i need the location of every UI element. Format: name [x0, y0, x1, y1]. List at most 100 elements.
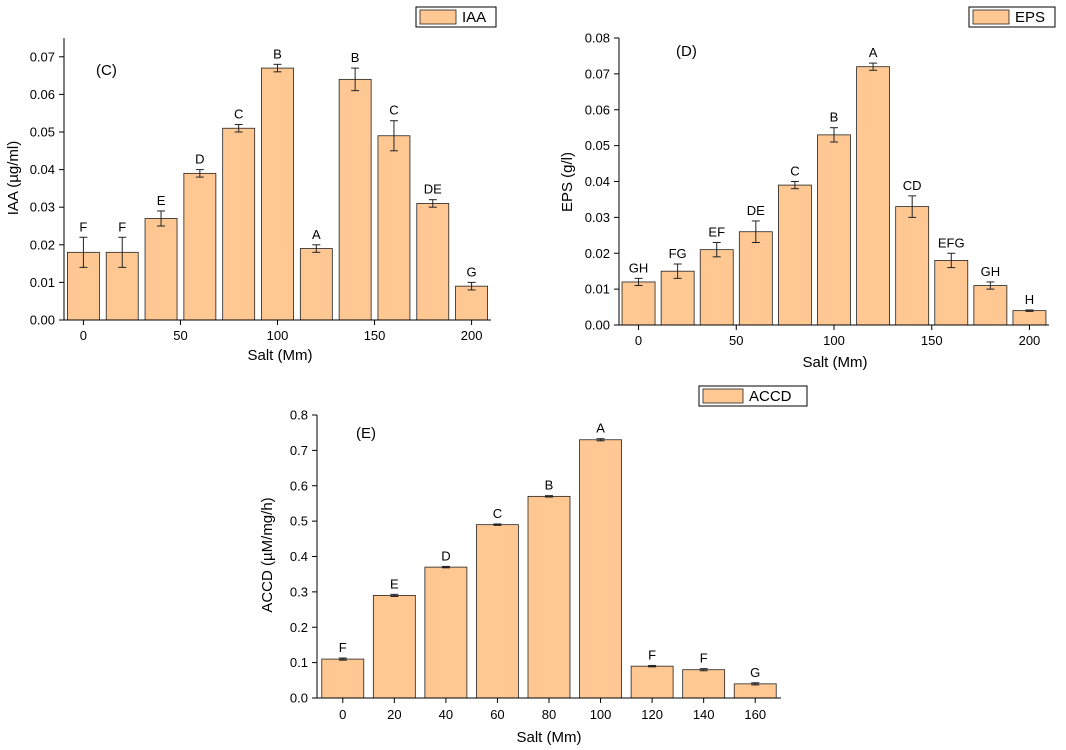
eps-x-axis: 0 50 100 150 200 [619, 324, 1049, 348]
accd-x-tick-label: 40 [439, 707, 453, 722]
iaa-x-tick-label: 200 [461, 328, 483, 343]
eps-legend-label: EPS [1015, 9, 1045, 26]
iaa-x-tick-label: 0 [80, 328, 87, 343]
accd-bar [372, 595, 416, 699]
accd-y-axis: 0.0 0.1 0.2 0.3 0.4 0.5 0.6 0.7 0.8 [290, 408, 318, 706]
iaa-y-tick-label: 0.03 [30, 200, 55, 215]
accd-x-tick-label: 120 [641, 707, 663, 722]
eps-x-tick-label: 50 [729, 333, 743, 348]
iaa-significance-letter: D [195, 152, 204, 167]
eps-legend: EPS [968, 6, 1056, 28]
eps-y-tick-label: 0.08 [585, 31, 610, 46]
iaa-significance-letter: E [157, 193, 166, 208]
accd-y-tick-label: 0.3 [290, 584, 308, 599]
accd-bar [321, 658, 365, 699]
iaa-bar [222, 127, 256, 321]
iaa-significance-letter: DE [424, 182, 442, 197]
iaa-legend-label: IAA [462, 9, 486, 26]
eps-bar [738, 231, 773, 326]
accd-significance-letter: E [390, 576, 399, 591]
eps-bar [660, 270, 695, 326]
iaa-significance-letter: C [234, 106, 243, 121]
eps-bar [934, 260, 969, 326]
accd-significance-letter: F [700, 651, 708, 666]
accd-x-tick-label: 160 [744, 707, 766, 722]
eps-x-tick-label: 0 [635, 333, 642, 348]
accd-legend: ACCD [698, 385, 808, 407]
accd-chart: ACCD (E) 0.0 0.1 0.2 0.3 0.4 0.5 0.6 0.7 0.8 F E D… [259, 385, 808, 746]
iaa-significance-letter: B [273, 46, 282, 61]
eps-chart: EPS (D) 0.00 0.01 0.02 0.03 0.04 0.05 0.06 0.07… [559, 6, 1056, 371]
accd-significance-letter: F [648, 647, 656, 662]
eps-significance-letter: DE [747, 203, 765, 218]
eps-significance-letter: FG [669, 246, 687, 261]
iaa-bar [183, 172, 217, 321]
eps-x-tick-label: 200 [1019, 333, 1041, 348]
eps-significance-letter: A [869, 45, 878, 60]
accd-x-axis-title: Salt (Mm) [517, 729, 582, 746]
eps-x-tick-label: 150 [921, 333, 943, 348]
iaa-significance-letter: F [79, 219, 87, 234]
iaa-bar [144, 218, 178, 321]
accd-x-tick-label: 140 [693, 707, 715, 722]
eps-significance-letter: C [790, 164, 799, 179]
iaa-legend: IAA [415, 6, 497, 28]
eps-panel-label: (D) [676, 43, 697, 60]
iaa-bar [338, 78, 372, 321]
iaa-y-tick-label: 0.01 [30, 275, 55, 290]
eps-y-tick-label: 0.00 [585, 318, 610, 333]
eps-bars: GH FG EF DE C B A CD EFG GH H [621, 45, 1047, 326]
accd-significance-letter: D [441, 548, 450, 563]
accd-bar [424, 566, 468, 699]
iaa-legend-swatch [419, 9, 457, 25]
accd-legend-swatch [702, 388, 744, 404]
eps-bar [1012, 310, 1047, 326]
accd-y-tick-label: 0.8 [290, 408, 308, 423]
eps-bar [895, 206, 930, 326]
eps-y-tick-label: 0.02 [585, 246, 610, 261]
iaa-significance-letter: B [351, 50, 360, 65]
eps-y-tick-label: 0.03 [585, 210, 610, 225]
accd-bar [579, 439, 622, 699]
iaa-y-tick-label: 0.07 [30, 49, 55, 64]
iaa-significance-letter: G [467, 264, 477, 279]
accd-y-tick-label: 0.6 [290, 478, 308, 493]
iaa-y-tick-label: 0.04 [30, 162, 55, 177]
accd-y-axis-title: ACCD (µM/mg/h) [259, 497, 276, 612]
accd-y-tick-label: 0.1 [290, 655, 308, 670]
eps-significance-letter: CD [903, 178, 922, 193]
iaa-significance-letter: F [118, 219, 126, 234]
iaa-significance-letter: A [312, 227, 321, 242]
iaa-y-tick-label: 0.06 [30, 87, 55, 102]
accd-y-tick-label: 0.5 [290, 514, 308, 529]
iaa-x-tick-label: 150 [364, 328, 386, 343]
iaa-bar [299, 248, 333, 321]
accd-panel-label: (E) [356, 425, 376, 442]
accd-x-tick-label: 80 [542, 707, 556, 722]
eps-significance-letter: GH [981, 264, 1001, 279]
eps-bar [856, 66, 890, 326]
accd-bar [527, 495, 571, 699]
iaa-y-tick-label: 0.05 [30, 125, 55, 140]
accd-significance-letter: A [596, 421, 605, 436]
iaa-y-tick-label: 0.00 [30, 313, 55, 328]
iaa-x-tick-label: 50 [173, 328, 187, 343]
iaa-bar [261, 67, 294, 321]
eps-y-tick-label: 0.06 [585, 102, 610, 117]
eps-legend-swatch [972, 9, 1010, 25]
eps-bar [817, 134, 851, 326]
accd-x-tick-label: 100 [590, 707, 612, 722]
iaa-bar [455, 285, 488, 321]
accd-legend-label: ACCD [749, 388, 792, 405]
eps-y-tick-label: 0.04 [585, 174, 610, 189]
iaa-y-axis-title: IAA (µg/ml) [5, 141, 22, 216]
eps-y-tick-label: 0.01 [585, 282, 610, 297]
eps-significance-letter: EFG [938, 235, 965, 250]
accd-x-tick-label: 20 [387, 707, 401, 722]
accd-bar [476, 524, 519, 699]
accd-y-tick-label: 0.4 [290, 549, 308, 564]
accd-bar [733, 683, 777, 699]
iaa-bar [377, 135, 411, 321]
iaa-y-axis: 0.00 0.01 0.02 0.03 0.04 0.05 0.06 0.07 [30, 38, 65, 328]
iaa-y-tick-label: 0.02 [30, 237, 55, 252]
